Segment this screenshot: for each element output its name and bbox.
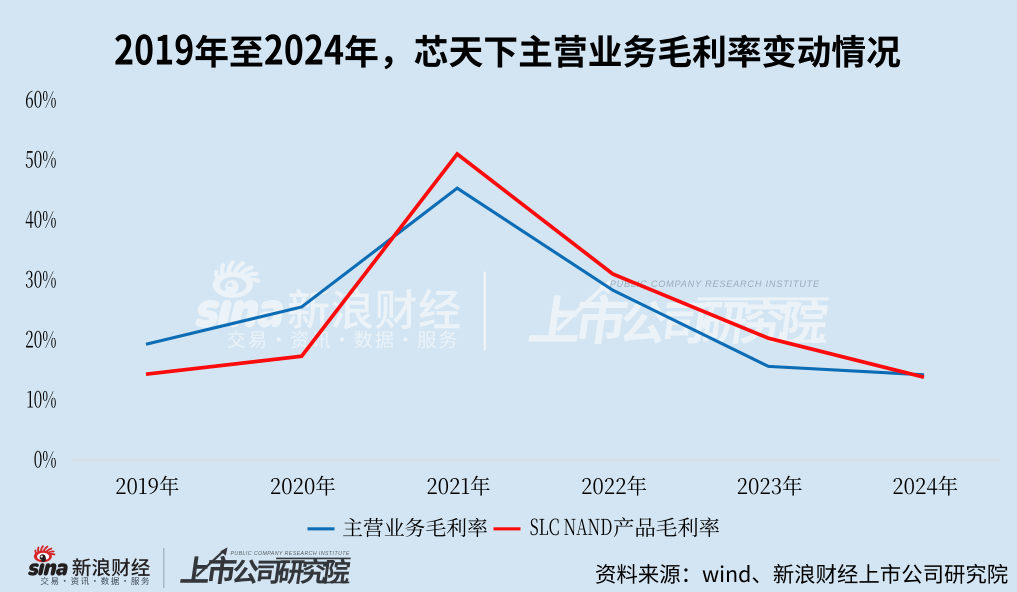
svg-text:PUBLIC COMPANY RESEARCH INSTIT: PUBLIC COMPANY RESEARCH INSTITUTE bbox=[610, 279, 820, 289]
svg-text:PUBLIC COMPANY RESEARCH INSTIT: PUBLIC COMPANY RESEARCH INSTITUTE bbox=[231, 551, 350, 557]
